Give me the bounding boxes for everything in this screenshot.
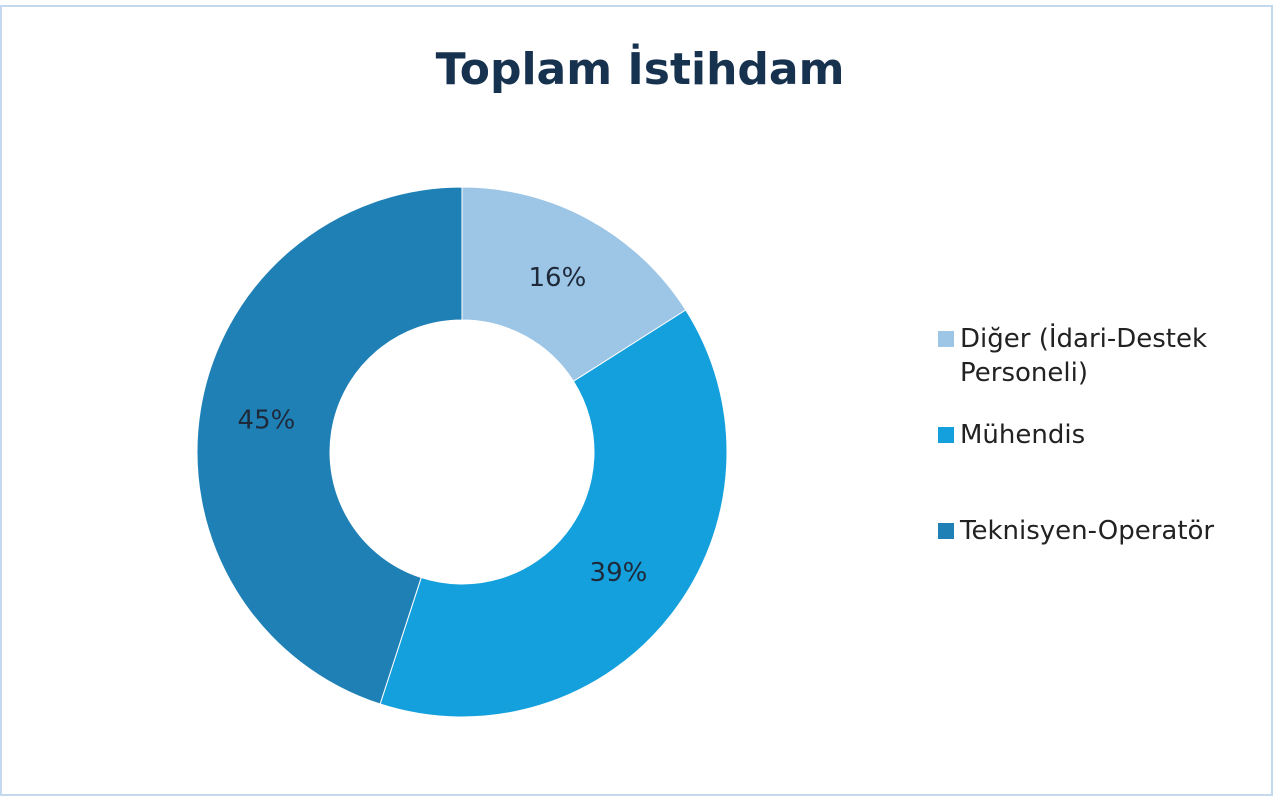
data-label: 39% [590,558,648,588]
legend-item: Diğer (İdari-Destek Personeli) [938,322,1258,390]
donut-segment [196,186,463,705]
legend-swatch [938,523,954,539]
legend-label: Mühendis [960,420,1086,450]
data-label: 45% [238,406,296,436]
legend-label: Diğer (İdari-Destek Personeli) [960,324,1208,388]
legend-swatch [938,427,954,443]
legend-label: Teknisyen-Operatör [960,516,1215,546]
legend-swatch [938,331,954,347]
legend-item: Mühendis [938,418,1258,452]
data-label: 16% [528,263,586,293]
legend-item: Teknisyen-Operatör [938,514,1258,548]
chart-title: Toplam İstihdam [436,42,845,95]
donut-segment [461,186,687,382]
donut-segment [379,309,728,718]
